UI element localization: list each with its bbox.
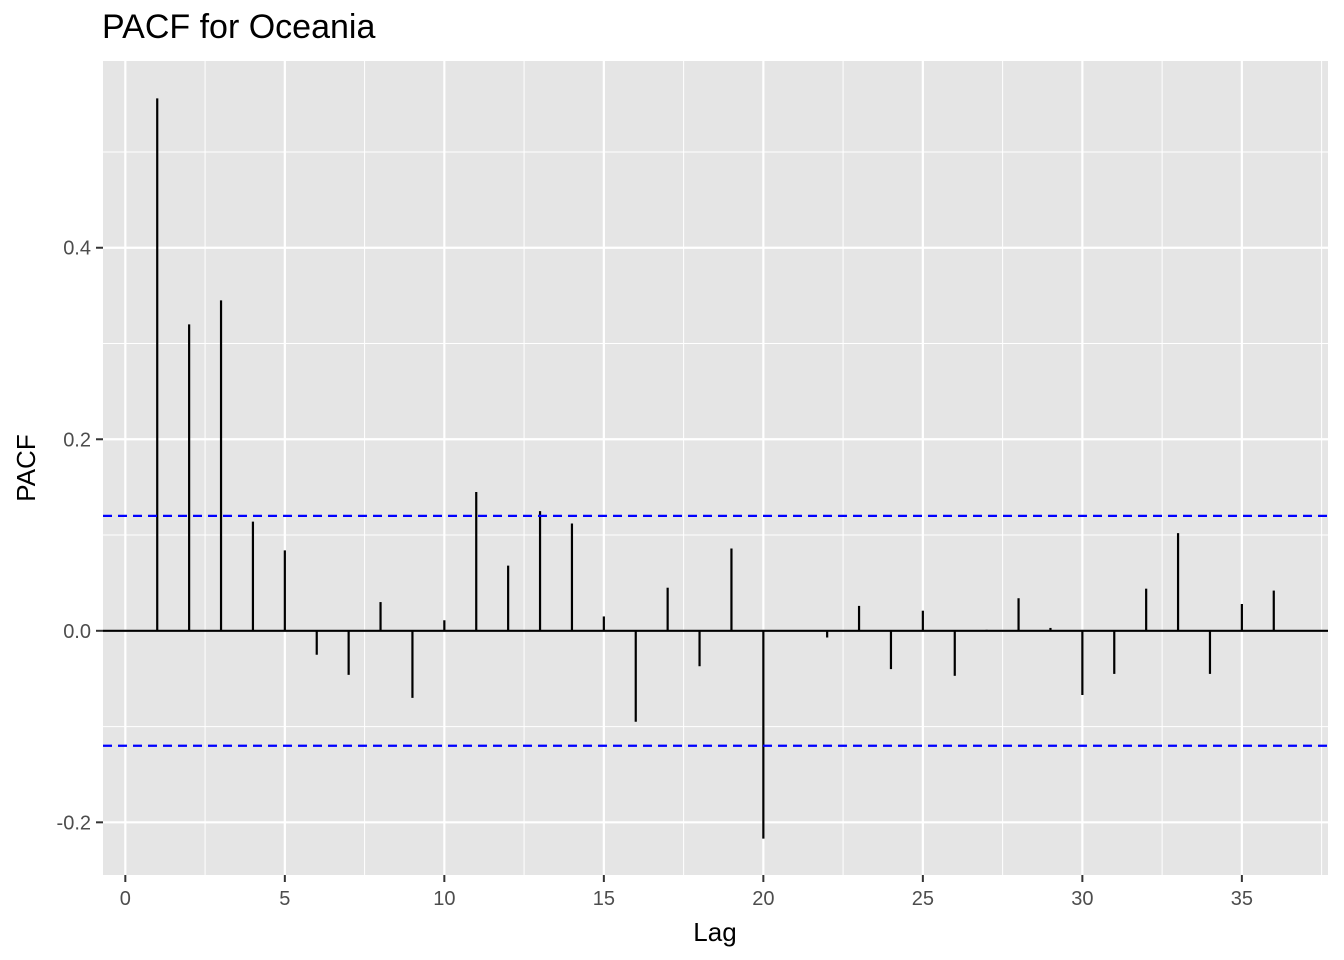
x-tick-label: 30 — [1071, 888, 1093, 910]
y-tick-label: 0.0 — [63, 621, 91, 643]
x-tick-label: 0 — [120, 888, 131, 910]
plot-panel — [103, 61, 1328, 875]
y-tick-label: 0.4 — [63, 238, 91, 260]
y-axis-title: PACF — [11, 434, 41, 501]
x-tick-label: 15 — [593, 888, 615, 910]
chart-title: PACF for Oceania — [102, 8, 376, 46]
x-tick-label: 35 — [1231, 888, 1253, 910]
grid-minor — [103, 61, 1328, 875]
y-tick-label: 0.2 — [63, 429, 91, 451]
x-tick-label: 5 — [279, 888, 290, 910]
y-tick-label: -0.2 — [57, 812, 91, 834]
pacf-bars — [156, 98, 1275, 839]
x-tick-label: 20 — [752, 888, 774, 910]
x-axis-title: Lag — [693, 917, 736, 947]
y-axis: -0.2 0.0 0.2 0.4 — [57, 238, 103, 834]
x-tick-label: 25 — [912, 888, 934, 910]
confidence-bounds — [103, 514, 1328, 747]
x-axis: 0 5 10 15 20 25 30 35 — [120, 875, 1253, 910]
x-tick-label: 10 — [433, 888, 455, 910]
